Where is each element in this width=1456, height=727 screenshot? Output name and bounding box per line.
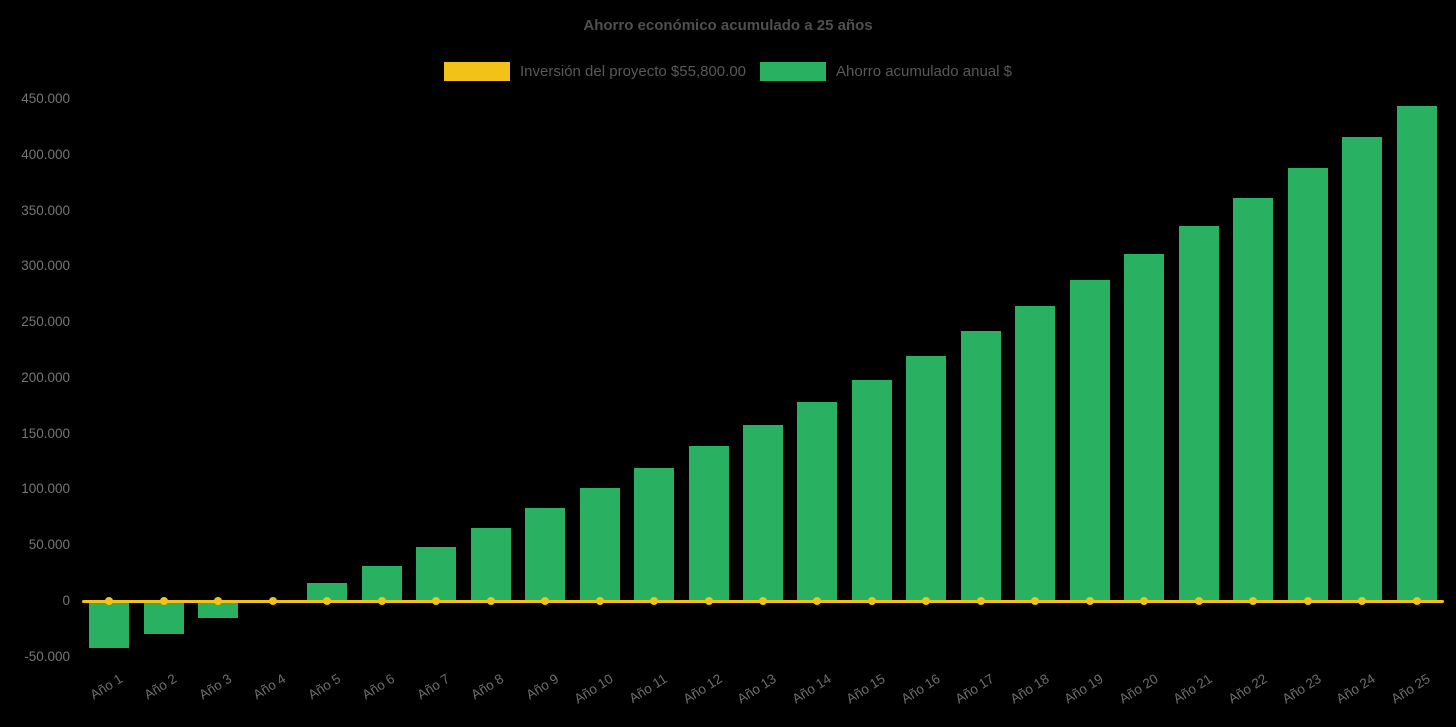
y-axis-tick-label: 400.000 — [21, 146, 70, 162]
investment-line-marker — [541, 597, 550, 605]
investment-line-marker — [1412, 597, 1421, 605]
x-axis-tick-label: Año 13 — [734, 670, 779, 707]
bar — [1015, 305, 1056, 601]
investment-line-marker — [486, 597, 495, 605]
x-axis-tick-label: Año 16 — [898, 670, 943, 707]
bar — [579, 488, 620, 601]
x-axis-tick-label: Año 18 — [1007, 670, 1052, 707]
x-axis-tick-label: Año 20 — [1116, 670, 1161, 707]
y-axis-tick-label: 200.000 — [21, 369, 70, 385]
x-axis-tick-label: Año 25 — [1388, 670, 1433, 707]
bar — [361, 565, 402, 601]
investment-line-marker — [1303, 597, 1312, 605]
x-axis-tick-label: Año 9 — [523, 670, 562, 703]
chart-title: Ahorro económico acumulado a 25 años — [583, 17, 873, 34]
investment-line-marker — [432, 597, 441, 605]
bar — [1287, 168, 1328, 601]
bar — [906, 355, 947, 601]
bar — [416, 547, 457, 601]
bar — [797, 402, 838, 601]
investment-line-marker — [867, 597, 876, 605]
bar — [470, 528, 511, 601]
x-axis-tick-label: Año 21 — [1170, 670, 1215, 707]
bar — [688, 446, 729, 601]
investment-line-marker — [704, 597, 713, 605]
y-axis-tick-label: 150.000 — [21, 425, 70, 441]
x-axis-tick-label: Año 10 — [571, 670, 616, 707]
x-axis-tick-label: Año 6 — [359, 670, 398, 703]
x-axis-tick-label: Año 23 — [1279, 670, 1324, 707]
legend-label-investment: Inversión del proyecto $55,800.00 — [520, 63, 747, 80]
investment-line-marker — [1358, 597, 1367, 605]
investment-line-marker — [922, 597, 931, 605]
legend: Inversión del proyecto $55,800.00 Ahorro… — [0, 62, 1456, 81]
investment-line-marker — [1085, 597, 1094, 605]
bar — [143, 601, 184, 634]
bar — [1342, 137, 1383, 601]
bar — [1069, 280, 1110, 601]
x-axis-tick-label: Año 3 — [196, 670, 235, 703]
x-axis-tick-label: Año 1 — [87, 670, 126, 703]
investment-line-marker — [323, 597, 332, 605]
bar — [634, 467, 675, 601]
x-axis-tick-label: Año 17 — [952, 670, 997, 707]
investment-line-marker — [976, 597, 985, 605]
x-axis-tick-label: Año 11 — [626, 670, 670, 706]
bar — [198, 601, 239, 619]
y-axis-tick-label: 0 — [62, 593, 70, 608]
y-axis-tick-label: 350.000 — [21, 202, 70, 218]
investment-line-marker — [377, 597, 386, 605]
bar — [960, 331, 1001, 601]
x-axis-tick-label: Año 8 — [468, 670, 507, 703]
bar — [525, 508, 566, 601]
investment-color-swatch — [444, 62, 511, 81]
x-axis-tick-label: Año 24 — [1333, 670, 1379, 707]
bar — [1233, 197, 1274, 601]
investment-line-marker — [1140, 597, 1149, 605]
legend-item-savings: Ahorro acumulado anual $ — [760, 62, 1012, 81]
x-axis-tick-label: Año 7 — [414, 670, 453, 703]
bar — [89, 601, 130, 648]
investment-line-marker — [595, 597, 604, 605]
legend-label-savings: Ahorro acumulado anual $ — [836, 63, 1012, 80]
y-axis-tick-label: 300.000 — [21, 258, 70, 274]
investment-line-marker — [214, 597, 223, 605]
bar — [1178, 226, 1219, 601]
bar — [851, 379, 892, 601]
x-axis-tick-label: Año 15 — [843, 670, 888, 707]
investment-line-marker — [1031, 597, 1040, 605]
x-axis-tick-label: Año 5 — [305, 670, 344, 703]
bar — [1396, 106, 1437, 601]
investment-line-marker — [268, 597, 277, 605]
y-axis-tick-label: 250.000 — [21, 314, 70, 330]
bar — [1124, 254, 1165, 601]
investment-line-marker — [1194, 597, 1203, 605]
x-axis-tick-label: Año 4 — [250, 670, 289, 703]
y-axis-tick-label: 100.000 — [21, 481, 70, 497]
x-axis-tick-label: Año 2 — [141, 670, 180, 703]
investment-line-marker — [759, 597, 767, 605]
investment-line-marker — [105, 597, 114, 605]
investment-line-marker — [159, 597, 168, 605]
bar — [743, 424, 783, 601]
investment-line-marker — [1249, 597, 1258, 605]
legend-item-investment: Inversión del proyecto $55,800.00 — [444, 62, 746, 81]
investment-line-marker — [813, 597, 822, 605]
x-axis-tick-label: Año 22 — [1225, 670, 1270, 707]
x-axis-tick-label: Año 19 — [1061, 670, 1106, 707]
x-axis-tick-label: Año 14 — [789, 670, 834, 707]
investment-line-marker — [650, 597, 659, 605]
y-axis-tick-label: 50.000 — [28, 537, 70, 553]
bar — [307, 582, 348, 601]
savings-color-swatch — [760, 62, 827, 81]
x-axis-tick-label: Año 12 — [680, 670, 725, 707]
y-axis-tick-label: 450.000 — [21, 91, 70, 106]
y-axis-tick-label: -50.000 — [24, 648, 70, 664]
